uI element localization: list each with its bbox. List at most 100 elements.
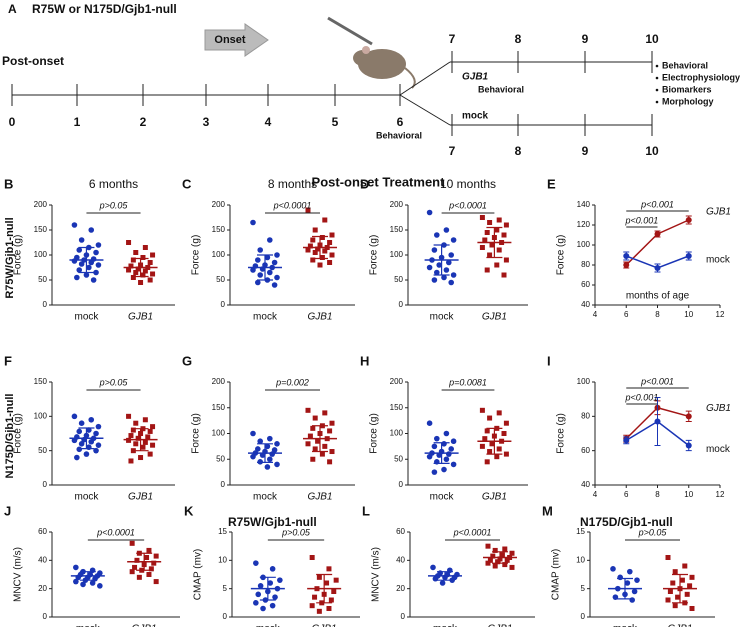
data-point xyxy=(322,217,328,223)
data-point xyxy=(148,566,154,572)
y-tick-label: 40 xyxy=(581,300,590,309)
data-point xyxy=(439,580,446,586)
data-point xyxy=(324,580,330,586)
data-point xyxy=(147,428,153,434)
data-point xyxy=(146,547,152,553)
data-point xyxy=(482,237,488,243)
y-tick-label: 0 xyxy=(581,612,586,621)
y-tick-label: 60 xyxy=(581,280,590,289)
data-point xyxy=(494,227,500,233)
data-point xyxy=(133,270,139,275)
y-tick-label: 40 xyxy=(38,555,47,564)
data-point xyxy=(126,240,132,245)
y-tick-label: 80 xyxy=(581,411,590,420)
data-point xyxy=(426,209,433,216)
x-tick-label: GJB1 xyxy=(307,312,332,323)
x-tick-label: 12 xyxy=(716,310,725,319)
data-point xyxy=(271,447,278,453)
panel-label: C xyxy=(182,176,192,191)
panel-label: J xyxy=(4,503,11,518)
data-point xyxy=(93,447,99,454)
data-point xyxy=(504,557,510,563)
bullet xyxy=(655,88,659,92)
data-point xyxy=(274,252,280,258)
onset-label: Onset xyxy=(214,34,246,46)
data-point xyxy=(78,261,85,267)
outcome-item: Biomarkers xyxy=(662,84,712,94)
data-point xyxy=(317,262,323,268)
data-point xyxy=(492,563,498,569)
data-point xyxy=(687,583,693,589)
data-point xyxy=(319,451,325,457)
timeline-tick-label: 6 xyxy=(397,115,404,129)
panel-label: B xyxy=(4,176,13,191)
y-tick-label: 15 xyxy=(576,527,585,536)
data-point xyxy=(257,272,264,278)
data-point xyxy=(128,433,134,439)
data-point xyxy=(319,235,325,240)
data-point xyxy=(76,267,83,273)
data-point xyxy=(274,274,280,281)
x-tick-label: GJB1 xyxy=(312,624,337,627)
data-point xyxy=(316,574,322,580)
y-tick-label: 40 xyxy=(581,480,590,489)
timeline-tick-label: 9 xyxy=(582,144,589,158)
x-tick-label: GJB1 xyxy=(482,312,507,323)
data-point xyxy=(305,441,311,447)
data-point xyxy=(329,232,335,238)
data-point xyxy=(322,248,328,254)
y-tick-label: 100 xyxy=(34,250,48,259)
data-point xyxy=(312,415,318,421)
data-point xyxy=(426,453,433,460)
data-point xyxy=(153,579,159,585)
data-point xyxy=(501,272,507,278)
data-point xyxy=(267,269,273,276)
data-point xyxy=(326,566,332,572)
data-point xyxy=(271,259,278,266)
data-point xyxy=(93,269,99,276)
branch-line xyxy=(399,94,451,126)
y-tick-label: 150 xyxy=(390,225,404,234)
data-point xyxy=(450,461,457,468)
data-point xyxy=(665,555,671,560)
branch-label: GJB1 xyxy=(462,72,489,83)
y-tick-label: 5 xyxy=(581,584,586,593)
data-point xyxy=(624,580,631,586)
data-point xyxy=(679,577,685,583)
data-point xyxy=(147,451,153,457)
data-point xyxy=(269,602,276,609)
data-point xyxy=(307,243,313,249)
data-point xyxy=(133,420,139,426)
data-point xyxy=(260,605,266,612)
data-point xyxy=(132,564,138,570)
y-tick-label: 0 xyxy=(43,612,48,621)
data-point xyxy=(654,265,661,271)
data-point xyxy=(88,416,95,423)
y-tick-label: 200 xyxy=(212,200,226,209)
y-tick-label: 10 xyxy=(576,555,585,564)
y-axis-label: MNCV (m/s) xyxy=(13,547,24,602)
data-point xyxy=(88,438,95,445)
data-point xyxy=(274,461,280,468)
p-value: p<0.0001 xyxy=(453,527,492,537)
behavioral-label: Behavioral xyxy=(478,84,524,94)
p-value: p<0.001 xyxy=(640,376,674,386)
data-point xyxy=(257,438,264,445)
x-tick-label: 6 xyxy=(624,490,629,499)
data-point xyxy=(73,578,79,585)
timeline-tick-label: 5 xyxy=(332,115,339,129)
data-point xyxy=(88,227,95,233)
series-label: GJB1 xyxy=(706,403,731,414)
data-point xyxy=(254,446,261,452)
data-point xyxy=(250,430,256,437)
series-label: mock xyxy=(706,444,731,455)
timeline-tick-label: 4 xyxy=(265,115,272,129)
sd-bar xyxy=(672,573,688,604)
data-point xyxy=(333,577,339,583)
data-point xyxy=(305,207,311,213)
panel-label: M xyxy=(542,503,553,518)
start-label: Post-onset xyxy=(2,54,64,68)
data-point xyxy=(309,555,315,560)
